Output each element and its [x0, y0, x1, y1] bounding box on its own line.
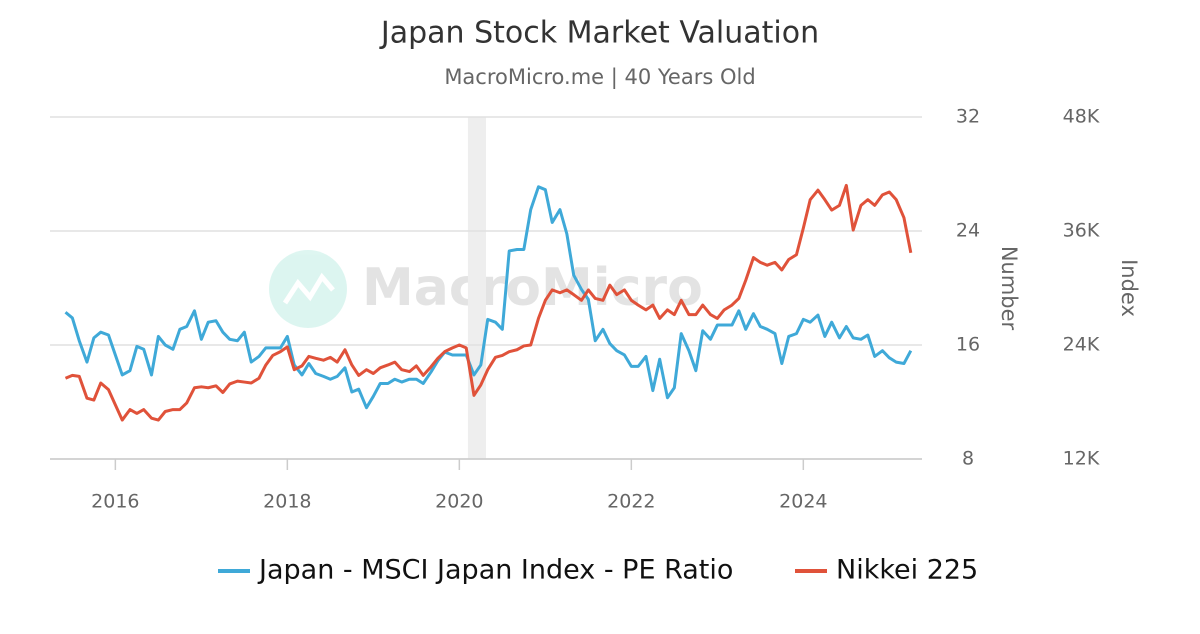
x-tick-label: 2018	[263, 491, 311, 513]
y-tick-label: 24	[956, 220, 980, 242]
x-tick-label: 2024	[779, 491, 827, 513]
x-tick-label: 2016	[91, 491, 139, 513]
y2-axis-title: Index	[1117, 259, 1141, 317]
y2-tick-label: 12K	[1063, 448, 1100, 470]
legend-label: Japan - MSCI Japan Index - PE Ratio	[257, 555, 733, 586]
y-tick-label: 32	[956, 106, 980, 128]
y-axis-title: Number	[997, 246, 1021, 331]
y2-tick-label: 36K	[1063, 220, 1100, 242]
x-tick-label: 2020	[435, 491, 483, 513]
watermark-text: MacroMicro	[362, 258, 703, 318]
shaded-region	[467, 117, 486, 459]
y-tick-label: 8	[962, 448, 974, 470]
chart-subtitle: MacroMicro.me | 40 Years Old	[444, 65, 755, 90]
y2-tick-label: 48K	[1063, 106, 1100, 128]
watermark-logo-mark	[282, 272, 335, 305]
y2-tick-label: 24K	[1063, 334, 1100, 356]
x-tick-label: 2022	[607, 491, 655, 513]
series-line	[64, 183, 913, 422]
y-tick-label: 16	[956, 334, 980, 356]
watermark-logo	[269, 250, 347, 328]
chart-title: Japan Stock Market Valuation	[379, 16, 819, 51]
legend-label: Nikkei 225	[836, 555, 978, 586]
legend: Japan - MSCI Japan Index - PE Ratio Nikke…	[218, 555, 978, 586]
series-line	[64, 185, 913, 410]
